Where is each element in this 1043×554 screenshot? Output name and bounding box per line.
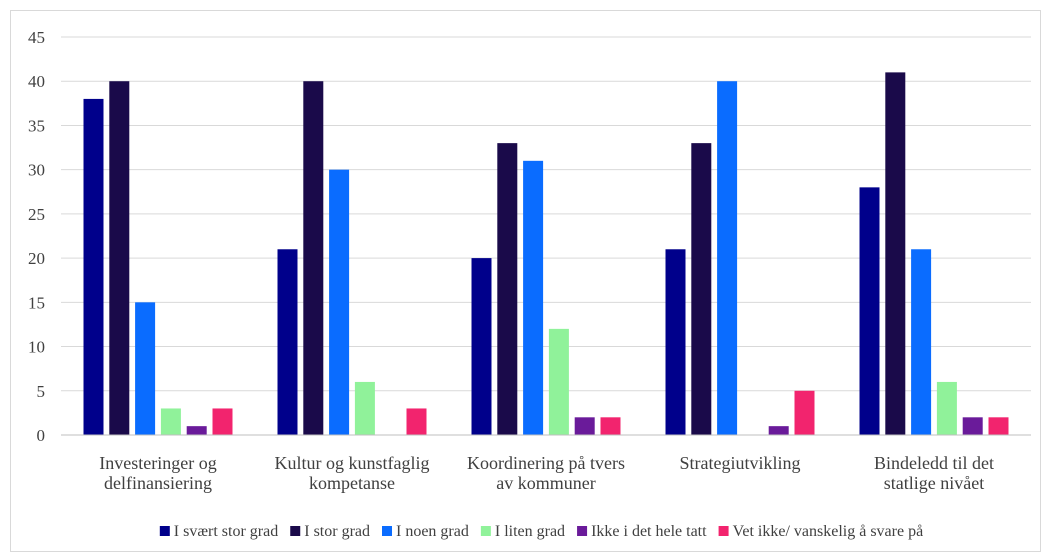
- x-category-label: Bindeledd til det: [874, 453, 994, 473]
- bar: [885, 72, 906, 435]
- legend-label: I svært stor grad: [174, 523, 278, 540]
- bar: [859, 187, 880, 435]
- x-category-label: delfinansiering: [104, 473, 212, 493]
- bar: [600, 417, 621, 435]
- legend-label: I stor grad: [304, 523, 370, 540]
- legend: I svært stor grad I stor grad I noen grad I…: [159, 523, 924, 540]
- y-tick-label: 30: [28, 161, 45, 180]
- bar: [497, 143, 518, 435]
- y-tick-label: 10: [28, 338, 45, 357]
- legend-swatch: [718, 526, 729, 536]
- chart-frame: 0 5 10 15 20 25 30 35 40 45 Investeringer og delfi…: [10, 10, 1041, 552]
- gridlines: [61, 36, 1031, 392]
- bars: [83, 72, 1009, 436]
- bar: [186, 426, 207, 435]
- legend-label: I noen grad: [396, 523, 469, 540]
- y-tick-label: 40: [28, 72, 45, 91]
- bar-chart: 0 5 10 15 20 25 30 35 40 45 Investeringer ogdelfi…: [28, 28, 1031, 540]
- legend-swatch: [480, 526, 491, 536]
- legend-swatch: [290, 526, 301, 536]
- y-tick-label: 20: [28, 249, 45, 268]
- bar: [135, 302, 156, 435]
- y-axis-ticks: 0 5 10 15 20 25 30 35 40 45: [28, 28, 45, 445]
- y-tick-label: 0: [37, 426, 46, 445]
- legend-swatch: [159, 526, 170, 536]
- bar: [406, 408, 427, 435]
- bar: [83, 98, 104, 436]
- bar: [794, 390, 815, 435]
- bar: [109, 81, 130, 435]
- bar: [303, 81, 324, 435]
- bar: [277, 249, 298, 435]
- x-category-label: Kultur og kunstfaglig: [275, 453, 430, 473]
- y-tick-label: 15: [28, 293, 45, 312]
- bar: [988, 417, 1009, 435]
- legend-label: I liten grad: [495, 523, 565, 540]
- bar: [160, 408, 181, 435]
- bar: [936, 381, 957, 435]
- x-category-label: kompetanse: [309, 473, 395, 493]
- bar: [354, 381, 375, 435]
- x-category-label: Koordinering på tvers: [467, 453, 625, 473]
- bar: [962, 417, 983, 435]
- bar: [665, 249, 686, 435]
- legend-swatch: [577, 526, 588, 536]
- bar: [329, 169, 350, 435]
- bar: [691, 143, 712, 435]
- x-category-label: av kommuner: [496, 473, 595, 493]
- x-category-label: Investeringer og: [99, 453, 216, 473]
- bar: [523, 160, 544, 436]
- bar: [574, 417, 595, 435]
- x-category-label: Strategiutvikling: [680, 453, 801, 473]
- bar: [212, 408, 233, 435]
- legend-label: Ikke i det hele tatt: [591, 523, 707, 540]
- legend-label: Vet ikke/ vanskelig å svare på: [733, 523, 924, 540]
- x-category-label: statlige nivået: [884, 473, 984, 493]
- legend-swatch: [382, 526, 393, 536]
- bar: [911, 249, 932, 435]
- bar: [768, 426, 789, 435]
- y-tick-label: 35: [28, 116, 45, 135]
- y-tick-label: 25: [28, 205, 45, 224]
- bar: [548, 328, 569, 435]
- y-tick-label: 5: [37, 382, 46, 401]
- bar: [717, 81, 738, 435]
- bar: [471, 258, 492, 435]
- y-tick-label: 45: [28, 28, 45, 47]
